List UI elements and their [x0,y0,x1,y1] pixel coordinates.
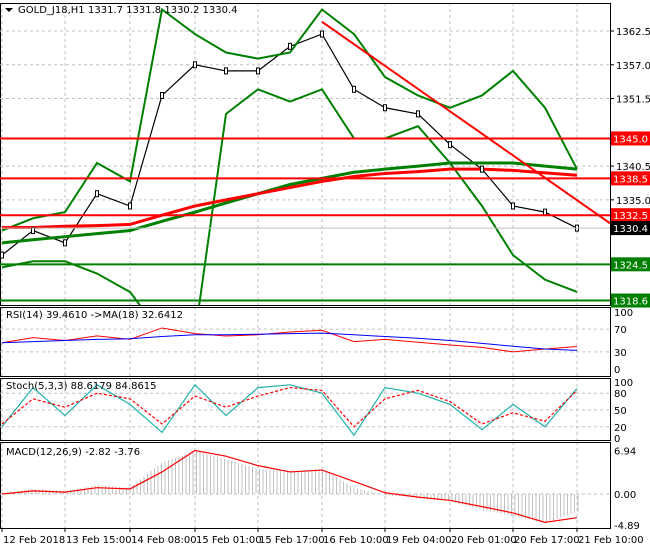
stoch-tick-label: 20 [614,423,627,434]
level-price-label: 1332.5 [613,211,648,222]
rsi-title: RSI(14) 39.4610 ->MA(18) 32.6412 [6,310,183,321]
candle [95,190,99,198]
price-tick-label: 1351.5 [616,95,650,106]
candle [480,165,484,173]
series-bb_lower [1,88,578,305]
stoch-series-d [1,386,578,428]
candle [383,104,387,112]
macd-tick-label: 0.00 [614,490,636,501]
candle [352,85,356,93]
candle [128,202,132,210]
candle [1,251,4,259]
level-price-box [611,171,650,186]
price-tick-label: 1340.5 [616,162,650,173]
level-price-label: 1324.5 [613,260,648,271]
stoch-tick-label: 80 [614,389,627,400]
time-tick-label: 15 Feb 17:00 [259,535,325,546]
candle [224,67,228,75]
stoch-tick-label: 0 [614,434,620,445]
price-tick-label: 1357.0 [616,61,650,72]
candle [448,141,452,149]
symbol-title: GOLD_J18,H1 [18,5,85,16]
time-tick-label: 20 Feb 01:00 [451,535,517,546]
candle [320,30,324,38]
stoch-title: Stoch(5,3,3) 88.6179 84.8615 [6,381,157,392]
level-price-label: 1338.5 [613,174,648,185]
level-price-box [611,131,650,146]
macd-signal-line [1,449,578,523]
price-tick-label: 1335.0 [616,196,650,207]
time-tick-label: 14 Feb 08:00 [131,535,197,546]
time-tick-label: 12 Feb 2018 [3,535,65,546]
candle [288,42,292,50]
rsi-tick-label: 0 [614,365,620,376]
macd-tick-label: -4.89 [614,521,640,532]
main-plot [1,7,610,305]
level-price-box [611,257,650,272]
candle [256,67,260,75]
time-tick-label: 20 Feb 17:00 [514,535,580,546]
level-price-label: 1345.0 [613,134,648,145]
stoch-series-k [1,383,578,437]
pane-frame-0 [0,3,611,306]
time-tick-label: 13 Feb 15:00 [66,535,132,546]
stoch-tick-label: 50 [614,406,627,417]
price-tick-label: 1362.5 [616,27,650,38]
rsi-tick-label: 100 [614,308,633,319]
pane-frame-1 [0,307,611,377]
rsi-series-rsi_ma [1,332,578,351]
time-tick-label: 16 Feb 10:00 [323,535,389,546]
ohlc-values: 1331.7 1331.8 1330.2 1330.4 [88,5,238,16]
trendline [321,20,610,225]
pane-frame-3 [0,442,611,529]
candle [416,110,420,118]
rsi-series-rsi [1,327,578,353]
candle [160,91,164,99]
candle [63,239,67,247]
current-price-box [611,221,650,236]
macd-title: MACD(12,26,9) -2.82 -3.76 [6,447,140,458]
current-price-label: 1330.4 [613,224,648,235]
level-price-box [611,293,650,308]
collapse-triangle-icon[interactable] [5,8,13,12]
series-ma_slow_green [1,161,578,245]
rsi-tick-label: 70 [614,325,627,336]
level-price-box [611,208,650,223]
candle [193,61,197,69]
candle [31,227,35,235]
series-bb_upper [1,7,578,232]
level-price-label: 1318.6 [613,297,648,308]
candle [511,202,515,210]
stoch-tick-label: 100 [614,378,633,389]
time-tick-label: 21 Feb 10:00 [578,535,644,546]
time-tick-label: 19 Feb 04:00 [386,535,452,546]
time-tick-label: 15 Feb 01:00 [196,535,262,546]
macd-tick-label: 6.94 [614,446,636,457]
series-close [1,33,578,256]
rsi-tick-label: 30 [614,348,627,359]
